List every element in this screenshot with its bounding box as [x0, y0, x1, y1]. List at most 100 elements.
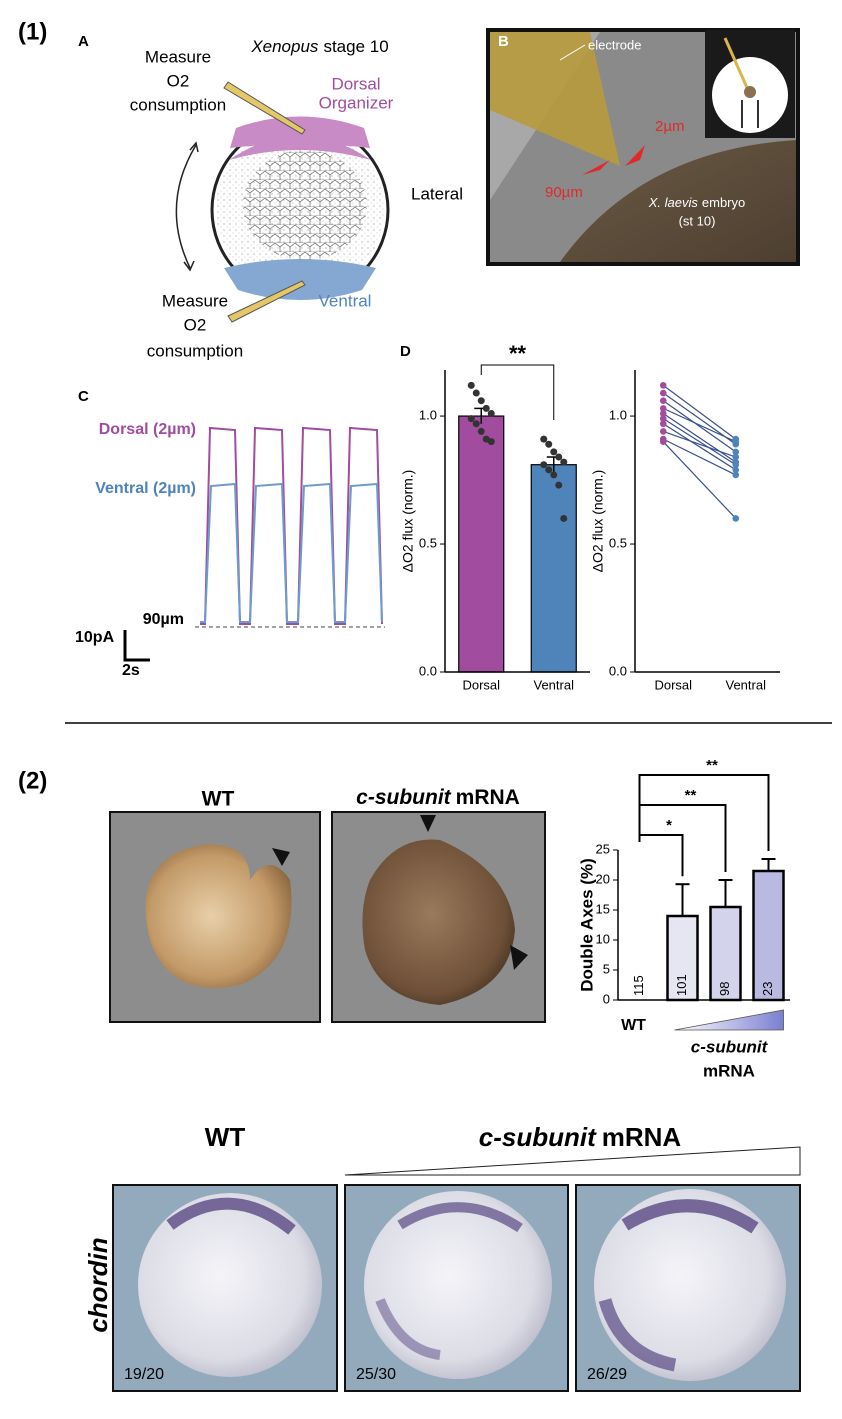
dose-wedge: [344, 1146, 801, 1176]
significance-bracket: [638, 774, 770, 851]
ish-photos: [112, 1184, 801, 1392]
y-tick-label: 25: [596, 841, 610, 856]
y-tick-label: 15: [596, 901, 610, 916]
y-axis-label: ΔO2 flux (norm.): [400, 470, 416, 573]
dorsal-trace-label: Dorsal (2µm): [99, 421, 196, 438]
x-tick-label: Ventral: [534, 677, 575, 692]
mrna-label: c-subunit mRNA: [479, 1122, 682, 1152]
distance-label: 2µm: [655, 118, 684, 135]
x-axis-label: mRNA: [703, 1061, 755, 1080]
mrna-label: c-subunit mRNA: [356, 786, 520, 809]
embryo-italic: X. laevis: [648, 195, 699, 210]
y-tick-label: 5: [603, 961, 610, 976]
title-italic: Xenopus: [250, 37, 319, 56]
data-point: [545, 440, 553, 448]
x-tick-label: Ventral: [726, 677, 767, 692]
figure-label: (2): [18, 767, 47, 794]
data-point: [659, 397, 667, 405]
y-axis-label: Double Axes (%): [577, 858, 596, 992]
data-point: [732, 466, 740, 474]
data-point: [540, 461, 548, 469]
significance-label: **: [685, 787, 697, 804]
data-point: [467, 415, 475, 423]
y-tick-label: 20: [596, 871, 610, 886]
significance-label: *: [666, 817, 672, 834]
bar: [709, 905, 742, 1002]
n-label: 101: [674, 974, 689, 996]
time-scale: 2s: [122, 662, 140, 679]
pair-line: [662, 407, 737, 443]
figure-label: (1): [18, 18, 47, 45]
pair-line: [663, 430, 736, 458]
distance-label: 90µm: [545, 184, 583, 201]
data-point: [477, 427, 485, 435]
embryo-label: X. laevis embryo: [648, 195, 746, 210]
data-point: [659, 389, 667, 397]
data-point: [472, 389, 480, 397]
mrna-italic: c-subunit: [356, 786, 451, 809]
y-tick-label: 0.0: [609, 663, 627, 678]
y-tick-label: 1.0: [419, 408, 437, 423]
x-tick-label: Dorsal: [654, 677, 692, 692]
micrograph: [486, 28, 800, 266]
distance-label: 90µm: [143, 611, 184, 628]
stage-label: (st 10): [679, 213, 716, 228]
trace: [123, 426, 385, 662]
data-point: [545, 466, 553, 474]
ratio-label: 19/20: [124, 1366, 164, 1383]
x-tick-label: WT: [621, 1017, 646, 1034]
wt-label: WT: [202, 788, 235, 811]
measure-label: O2: [167, 71, 190, 90]
dorsal-label: Dorsal: [331, 74, 380, 93]
significance-bracket: [638, 834, 684, 877]
title-rest: stage 10: [323, 37, 388, 56]
data-point: [560, 458, 568, 466]
panel-label: C: [78, 388, 89, 405]
pair-line: [662, 441, 737, 519]
embryo-diagram: [175, 81, 390, 323]
embryo-rest: embryo: [702, 195, 745, 210]
data-point: [732, 448, 740, 456]
data-point: [659, 382, 667, 389]
y-tick-label: 0: [603, 991, 610, 1006]
data-point: [477, 397, 485, 405]
ventral-label: Ventral: [319, 291, 372, 310]
data-point: [732, 438, 740, 445]
n-label: 115: [631, 975, 646, 996]
measure-label: Measure: [162, 291, 228, 310]
y-tick-label: 1.0: [609, 408, 627, 423]
x-tick-label: Dorsal: [462, 677, 500, 692]
current-scale: 10pA: [75, 629, 115, 646]
data-point: [555, 481, 563, 489]
ratio-label: 26/29: [587, 1366, 627, 1383]
pair-line: [662, 423, 737, 471]
data-point: [482, 404, 490, 412]
significance-label: **: [706, 757, 718, 774]
data-point: [550, 448, 558, 456]
pair-line: [662, 438, 737, 476]
y-tick-label: 0.0: [419, 663, 437, 678]
y-tick-label: 0.5: [419, 535, 437, 550]
data-point: [659, 438, 667, 445]
panel-label: A: [78, 33, 89, 50]
data-point: [540, 435, 548, 443]
measure-label: Measure: [145, 47, 211, 66]
embryo-photos: [109, 811, 546, 1023]
data-point: [659, 415, 667, 422]
pair-line: [662, 413, 737, 463]
pair-line: [662, 384, 737, 440]
data-point: [732, 461, 740, 468]
data-point: [550, 471, 558, 479]
n-label: 98: [717, 982, 732, 996]
data-point: [472, 420, 480, 428]
y-tick-label: 0.5: [609, 535, 627, 550]
significance-label: **: [509, 341, 527, 366]
dose-wedge: [674, 1009, 784, 1031]
data-point: [659, 420, 667, 428]
significance-bracket: [480, 364, 555, 420]
y-tick-label: 10: [596, 931, 610, 946]
measure-label: consumption: [147, 341, 243, 360]
ratio-label: 25/30: [356, 1366, 396, 1383]
panel-title: Xenopus stage 10: [250, 37, 388, 56]
